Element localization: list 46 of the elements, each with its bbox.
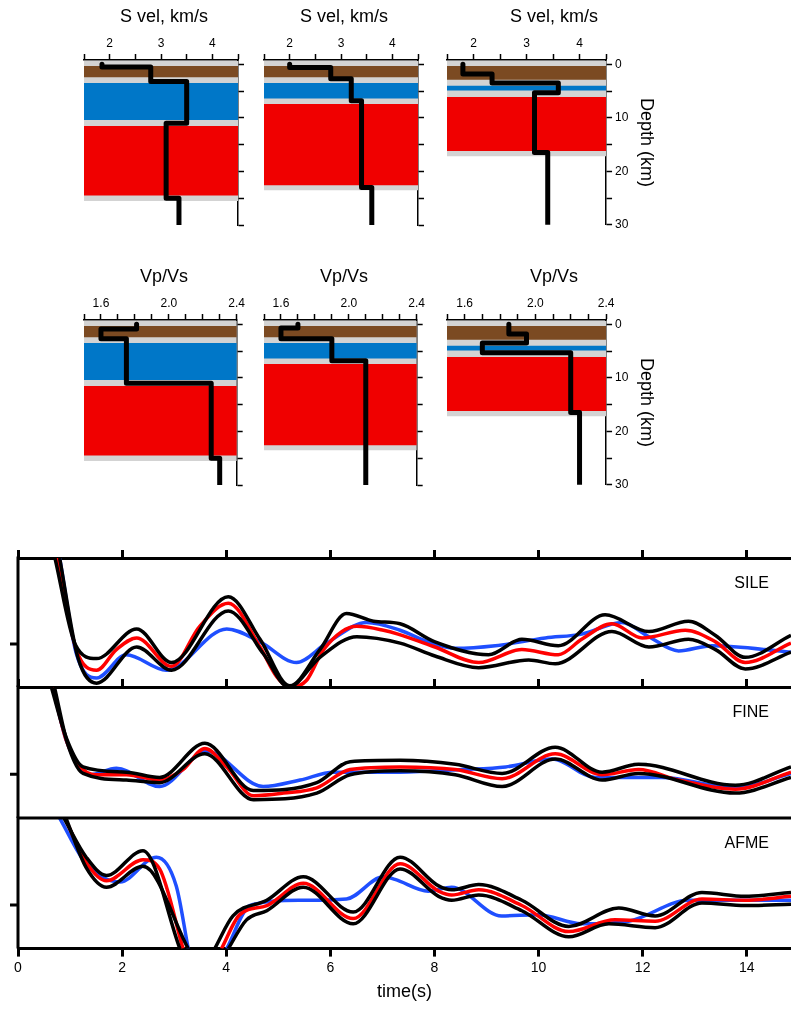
x-tick-label: 6 [326,958,335,975]
y-tick-label: 0 [615,56,623,71]
x-tick-label: 2.4 [597,296,615,311]
y-tick-label: 10 [615,110,629,125]
x-tick-label: 2 [286,36,294,51]
x-tick-label: 2.0 [527,296,545,311]
chart-title: S vel, km/s [509,5,599,26]
y-axis-title: Depth (km) [637,357,658,447]
chart-title: Vp/Vs [529,265,579,286]
x-tick-label: 0 [14,958,23,975]
y-axis-title: Depth (km) [637,97,658,187]
x-tick-label: 14 [738,958,755,975]
x-tick-label: 3 [523,36,531,51]
x-tick-label: 2.4 [228,296,246,311]
x-tick-label: 1.6 [456,296,474,311]
chart-title: Vp/Vs [139,265,189,286]
y-tick-label: 30 [615,477,629,492]
x-tick-label: 2.0 [160,296,178,311]
x-tick-label: 1.6 [272,296,290,311]
x-tick-label: 2.4 [408,296,426,311]
annotation: SILE [734,574,769,592]
x-tick-label: 3 [157,36,165,51]
x-tick-label: 4 [388,36,396,51]
annotation: FINE [732,703,769,721]
x-tick-label: 2 [118,958,127,975]
x-tick-label: 1.6 [92,296,110,311]
x-tick-label: 4 [222,958,231,975]
x-tick-label: 2.0 [340,296,358,311]
x-axis-title: time(s) [377,981,432,1002]
chart-title: S vel, km/s [119,5,209,26]
x-tick-label: 2 [470,36,478,51]
y-tick-label: 30 [615,217,629,232]
y-tick-label: 20 [615,423,629,438]
x-tick-label: 8 [430,958,439,975]
y-tick-label: 10 [615,370,629,385]
x-tick-label: 12 [634,958,651,975]
x-tick-label: 10 [530,958,547,975]
x-tick-label: 3 [337,36,345,51]
chart-title: Vp/Vs [319,265,369,286]
chart-title: S vel, km/s [299,5,389,26]
y-tick-label: 0 [615,316,623,331]
x-tick-label: 4 [208,36,216,51]
x-tick-label: 2 [106,36,114,51]
annotation: AFME [724,834,769,852]
x-tick-label: 4 [576,36,584,51]
y-tick-label: 20 [615,163,629,178]
